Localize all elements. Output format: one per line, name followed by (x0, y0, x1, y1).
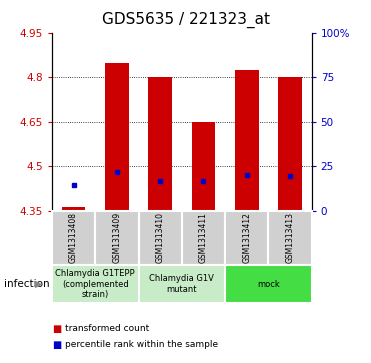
Bar (235, 70, 259, 211)
Bar (62, 207, 85, 211)
Bar (191, 122, 215, 211)
Text: GSM1313410: GSM1313410 (156, 212, 165, 263)
Text: percentile rank within the sample: percentile rank within the sample (65, 340, 218, 349)
Bar (52, 265, 138, 303)
Text: GSM1313411: GSM1313411 (199, 212, 208, 263)
Bar (225, 265, 312, 303)
Text: Chlamydia G1V
mutant: Chlamydia G1V mutant (150, 274, 214, 294)
Text: GSM1313412: GSM1313412 (242, 212, 251, 263)
Bar (148, 77, 172, 211)
Text: GDS5635 / 221323_at: GDS5635 / 221323_at (102, 12, 269, 28)
Text: infection: infection (4, 279, 49, 289)
Text: ■: ■ (52, 340, 61, 350)
Text: Chlamydia G1TEPP
(complemented
strain): Chlamydia G1TEPP (complemented strain) (55, 269, 135, 299)
Bar (278, 77, 302, 211)
Bar (225, 211, 268, 265)
Text: ▶: ▶ (35, 279, 43, 289)
Bar (95, 211, 138, 265)
Bar (182, 211, 225, 265)
Text: GSM1313408: GSM1313408 (69, 212, 78, 263)
Bar (138, 211, 182, 265)
Text: GSM1313413: GSM1313413 (286, 212, 295, 263)
Bar (138, 265, 225, 303)
Text: ■: ■ (52, 323, 61, 334)
Text: GSM1313409: GSM1313409 (112, 212, 121, 263)
Bar (105, 63, 129, 211)
Text: transformed count: transformed count (65, 324, 149, 333)
Bar (52, 211, 95, 265)
Text: mock: mock (257, 280, 280, 289)
Bar (268, 211, 312, 265)
